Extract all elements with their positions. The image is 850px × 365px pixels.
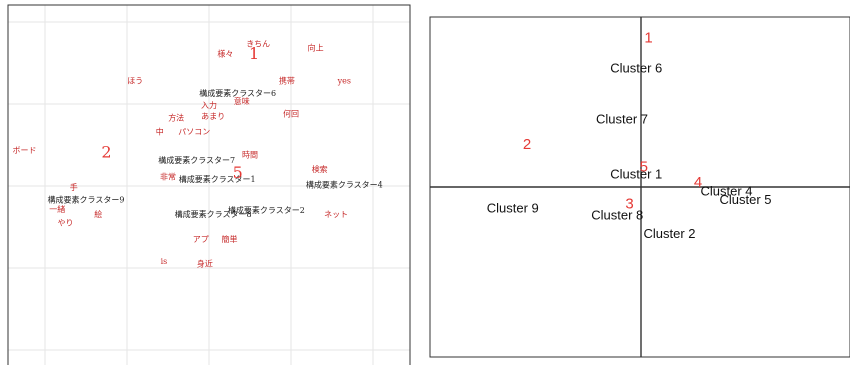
word-label: is [161,257,168,266]
word-label: 携帯 [279,76,295,86]
left-cluster-number: 2 [101,142,111,161]
left-cluster-numbers: 1 2 5 [101,44,259,182]
word-label: 手 [70,182,78,192]
cluster-label: Cluster 2 [643,226,695,241]
word-label: 何回 [283,108,299,118]
word-label: 簡単 [222,234,238,244]
cluster-label: Cluster 9 [487,201,539,216]
word-label: きちん [246,40,270,49]
left-gridlines [8,5,410,365]
word-label: 入力 [201,100,217,110]
word-label: パソコン [178,127,210,136]
word-label: 身近 [197,258,213,268]
word-label: やり [58,218,74,227]
right-cluster-number: 1 [644,30,652,47]
right-cluster-numbers: 1 2 3 4 5 [523,30,702,213]
word-label: ほう [127,77,143,86]
left-plot-frame [7,4,411,365]
word-label: ネット [324,210,348,219]
left-cluster-number: 5 [233,163,243,182]
word-label: 検索 [312,164,328,174]
cluster-word-label: 構成要素クラスター7 [158,155,235,165]
word-label: あまり [201,112,225,121]
cluster-label: Cluster 4 [700,184,752,199]
cluster-word-label: 構成要素クラスター4 [306,180,383,190]
right-cluster-number: 3 [625,195,633,212]
word-label: 向上 [308,43,324,53]
cluster-word-label: 構成要素クラスター9 [48,194,125,204]
word-label: 様々 [217,48,233,58]
word-label: 意味 [234,96,250,106]
right-cluster-number: 2 [523,136,531,153]
right-cluster-number: 4 [694,174,702,191]
word-label: 一緒 [49,204,65,214]
word-label: ボード [13,146,37,155]
cluster-label: Cluster 6 [610,60,662,75]
cluster-label: Cluster 8 [591,207,643,222]
cluster-label: Cluster 7 [596,111,648,126]
cluster-label: Cluster 5 [719,192,771,207]
cluster-word-label: 構成要素クラスター1 [179,174,256,184]
word-label: 方法 [168,112,184,122]
left-cluster-number: 1 [249,44,259,63]
cluster-label: Cluster 1 [610,167,662,182]
word-label: 中 [156,126,164,136]
cluster-word-label: 構成要素クラスター8 [175,209,252,219]
word-label: 時間 [242,150,258,159]
word-label: yes [337,77,351,86]
right-cluster-number: 5 [640,159,648,176]
word-label: 絵 [94,209,102,219]
cluster-word-label: 構成要素クラスター2 [228,205,305,215]
word-label: 非常 [160,171,176,181]
cluster-word-label: 構成要素クラスター6 [199,88,276,98]
word-label: アプ [193,235,209,244]
